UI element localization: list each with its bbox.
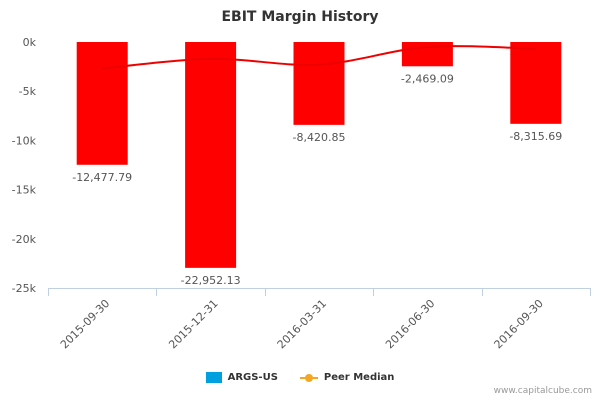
- bar-2015-12-31: [185, 42, 237, 268]
- source-credit: www.capitalcube.com: [493, 386, 592, 396]
- data-label: -2,469.09: [401, 72, 454, 85]
- x-tick-label: 2015-09-30: [58, 297, 112, 351]
- x-tick-label: 2016-03-31: [275, 297, 329, 351]
- y-tick-label: 0k: [23, 36, 37, 49]
- data-label: -12,477.79: [72, 171, 132, 184]
- legend-bar-label: ARGS-US: [227, 372, 278, 383]
- y-tick-label: -10k: [12, 134, 37, 147]
- chart-title: EBIT Margin History: [221, 9, 378, 25]
- bar-2016-09-30: [510, 42, 562, 124]
- x-tick-label: 2016-09-30: [492, 297, 546, 351]
- legend-line-swatch-icon: [299, 372, 318, 383]
- legend-bar-swatch-icon: [205, 372, 222, 383]
- legend-line-label: Peer Median: [323, 372, 395, 383]
- y-tick-label: -5k: [19, 85, 37, 98]
- x-tick-label: 2015-12-31: [166, 297, 220, 351]
- x-tick-label: 2016-06-30: [383, 297, 437, 351]
- y-tick-label: -15k: [12, 184, 37, 197]
- data-label: -8,315.69: [509, 130, 562, 143]
- data-label: -22,952.13: [181, 274, 241, 287]
- y-tick-label: -25k: [12, 282, 37, 295]
- legend-item-peer-median[interactable]: Peer Median: [299, 372, 395, 383]
- legend: ARGS-US Peer Median: [0, 372, 600, 383]
- legend-item-args-us[interactable]: ARGS-US: [205, 372, 278, 383]
- bar-2016-03-31: [293, 42, 345, 125]
- peer-median-line: [102, 45, 536, 70]
- bar-2015-09-30: [76, 42, 128, 165]
- data-label: -8,420.85: [293, 131, 346, 144]
- y-tick-label: -20k: [12, 233, 37, 246]
